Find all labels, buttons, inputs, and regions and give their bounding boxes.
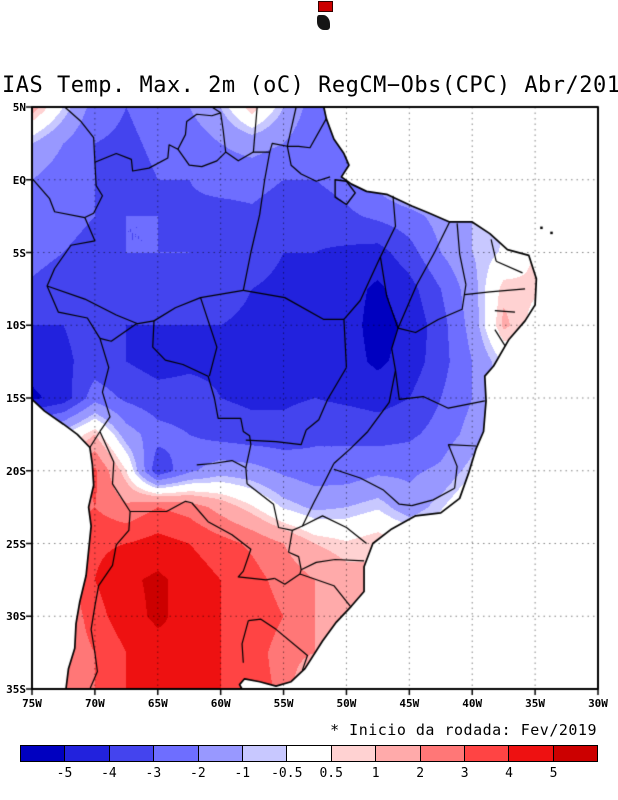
top-logo-red-box-icon [318, 1, 333, 12]
colorbar-cells [20, 745, 599, 762]
run-start-footnote: * Inicio da rodada: Fev/2019 [330, 721, 597, 739]
colorbar-tick-1: 1 [371, 766, 380, 781]
colorbar-cell-11 [508, 745, 554, 762]
lat-tick-5S: 5S [12, 246, 26, 260]
colorbar: -5 -4 -3 -2 -1 -0.5 0.5 1 2 3 4 5 [20, 745, 599, 781]
lon-tick-60W: 60W [210, 697, 231, 710]
colorbar-cell-7 [330, 745, 377, 762]
colorbar-tick-0.5: 0.5 [319, 766, 343, 781]
chart-title: IAS Temp. Max. 2m (oC) RegCM−Obs(CPC) Ab… [2, 73, 618, 98]
colorbar-cell-4 [197, 745, 243, 762]
lon-tick-70W: 70W [84, 697, 105, 710]
top-logo-glyph-icon [317, 15, 330, 30]
lon-tick-50W: 50W [336, 697, 357, 710]
colorbar-cell-5 [241, 745, 288, 762]
lat-tick-30S: 30S [6, 610, 26, 624]
colorbar-tick-4: 4 [505, 766, 513, 781]
colorbar-tick--0.5: -0.5 [271, 766, 303, 781]
lat-tick-5N: 5N [12, 101, 26, 114]
lat-tick-15S: 15S [6, 392, 26, 405]
lat-tick-35S: 35S [6, 683, 26, 696]
colorbar-cell-0 [20, 745, 66, 762]
lon-tick-35W: 35W [525, 697, 546, 710]
map-plot-area: 5N EQ 5S 10S 15S 20S 25S 30S 35S 75W 70W 65W 60W 55W 5… [6, 99, 608, 710]
top-logo-icon [316, 1, 333, 31]
lat-tick-EQ: EQ [12, 173, 26, 187]
colorbar-tick--4: -4 [101, 766, 117, 781]
colorbar-tick--5: -5 [56, 766, 73, 781]
lat-tick-10S: 10S [6, 319, 26, 333]
lon-tick-40W: 40W [462, 697, 483, 710]
colorbar-cell-6 [286, 745, 332, 762]
lon-tick-30W: 30W [588, 697, 608, 710]
colorbar-tick-5: 5 [549, 766, 558, 781]
colorbar-cell-1 [64, 745, 110, 762]
lon-tick-65W: 65W [147, 697, 168, 710]
colorbar-cell-2 [108, 745, 155, 762]
colorbar-tick--1: -1 [234, 766, 251, 781]
bias-map-canvas [24, 99, 606, 697]
lon-tick-55W: 55W [273, 697, 294, 710]
colorbar-cell-8 [375, 745, 421, 762]
lon-tick-75W: 75W [22, 697, 42, 710]
lat-tick-20S: 20S [6, 464, 26, 478]
colorbar-cell-9 [419, 745, 465, 762]
colorbar-tick--2: -2 [190, 766, 206, 781]
colorbar-tick--3: -3 [145, 766, 162, 781]
colorbar-cell-3 [153, 745, 199, 762]
lat-tick-25S: 25S [6, 537, 26, 551]
colorbar-cell-10 [463, 745, 510, 762]
lon-tick-45W: 45W [399, 697, 420, 710]
colorbar-tick-3: 3 [460, 766, 469, 781]
colorbar-tick-2: 2 [416, 766, 425, 781]
colorbar-cell-12 [552, 745, 599, 762]
